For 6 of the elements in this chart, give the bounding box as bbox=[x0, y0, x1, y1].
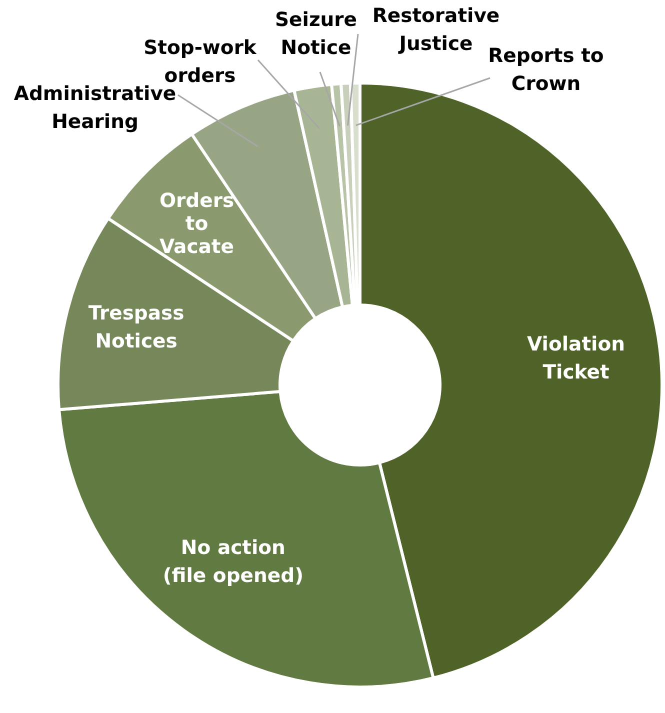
slice-label: Trespass Notices bbox=[88, 302, 184, 353]
slice-label: Violation Ticket bbox=[527, 332, 625, 384]
slice-label: Seizure Notice bbox=[274, 8, 358, 59]
slice-label: Administrative Hearing bbox=[14, 82, 176, 133]
slice-label: No action (file opened) bbox=[162, 536, 304, 587]
slice-label: Orders to Vacate bbox=[159, 188, 234, 258]
